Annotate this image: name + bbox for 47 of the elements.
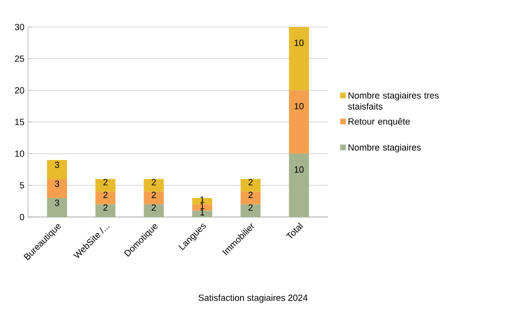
bar (240, 204, 261, 217)
data-label: 3 (54, 162, 60, 168)
data-label: 2 (152, 204, 156, 211)
data-label: 3 (54, 180, 60, 187)
data-label: 3 (54, 200, 60, 206)
data-label: 2 (152, 179, 156, 186)
y-tick-label: 10 (15, 150, 24, 157)
bar (288, 154, 309, 217)
data-label: 2 (152, 192, 156, 198)
y-tick-label: 20 (14, 87, 24, 94)
data-label: 1 (200, 196, 204, 203)
bar (288, 27, 309, 90)
data-label: 1 (200, 202, 204, 209)
data-label: 2 (248, 204, 253, 211)
y-tick-label: 5 (20, 182, 24, 188)
data-label: 2 (248, 179, 253, 186)
data-label: 2 (103, 204, 108, 211)
bar (47, 198, 68, 217)
bar (192, 204, 212, 211)
text: Satisfaction stagiaires 2024 (198, 294, 308, 303)
bar (47, 179, 68, 198)
data-label: 2 (103, 179, 108, 186)
data-label: 10 (294, 166, 304, 173)
bar (47, 160, 68, 179)
y-tick-label: 30 (14, 24, 24, 30)
data-label: 10 (294, 40, 304, 46)
bar (95, 204, 116, 217)
bar (240, 179, 261, 192)
y-tick-label: 0 (20, 214, 24, 220)
bar (144, 179, 164, 192)
bar (95, 192, 116, 204)
bar (144, 204, 164, 217)
y-tick-label: 15 (15, 118, 24, 126)
bar (240, 192, 261, 204)
bar (95, 179, 116, 192)
legend-label: Nombre stagiaires tres staisfaits (348, 92, 439, 110)
data-label: 2 (248, 192, 253, 198)
bar (288, 90, 309, 154)
data-label: 1 (200, 209, 204, 216)
y-tick-label: 25 (14, 55, 24, 62)
legend-label: Retour enquête (348, 118, 410, 126)
bar (144, 192, 164, 204)
bar (192, 210, 212, 217)
legend-label: Nombre stagiaires (348, 144, 421, 152)
bar (192, 198, 212, 204)
data-label: 2 (103, 192, 108, 198)
data-label: 10 (294, 102, 304, 110)
